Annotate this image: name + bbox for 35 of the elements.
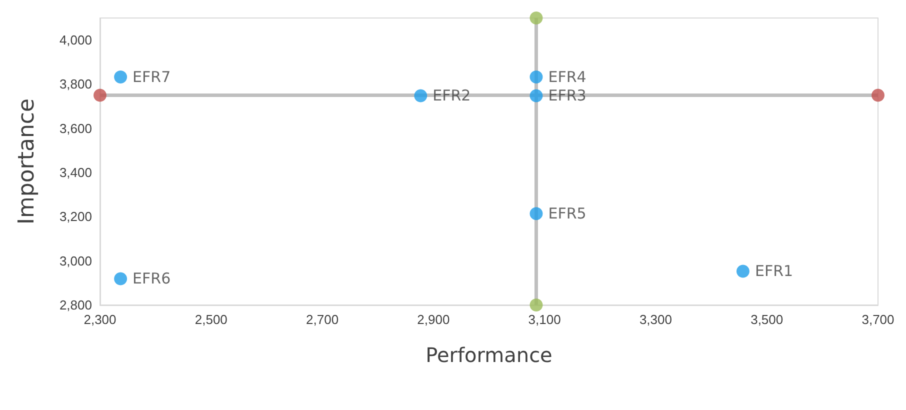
x-axis-title: Performance [426, 343, 552, 367]
x-tick-label: 3,500 [750, 312, 784, 327]
point [114, 272, 128, 286]
point [530, 89, 543, 102]
annotation: EFR2 [432, 86, 471, 105]
y-tick-label: 3,800 [59, 76, 92, 92]
point [530, 207, 543, 220]
y-axis-title: Importance [14, 98, 40, 225]
annotation: EFR6 [132, 270, 171, 288]
x-tick-label: 3,300 [639, 312, 672, 327]
point [530, 298, 543, 312]
x-tick-label: 3,700 [862, 312, 894, 327]
y-tick-label: 3,200 [59, 209, 92, 224]
point [94, 88, 106, 102]
x-tick-label: 2,900 [417, 312, 450, 327]
x-tick-label: 2,700 [306, 312, 339, 327]
point [736, 264, 750, 278]
y-tick-label: 3,000 [59, 253, 92, 268]
annotation: EFR3 [548, 86, 586, 105]
point [114, 70, 128, 84]
y-tick-label: 3,400 [59, 165, 92, 180]
point [872, 88, 884, 102]
y-tick-label: 3,600 [59, 120, 92, 136]
annotation: EFR5 [548, 204, 586, 223]
x-tick-label: 2,500 [194, 312, 228, 327]
y-tick-label: 2,800 [59, 298, 92, 312]
point [414, 89, 428, 102]
annotation: EFR4 [548, 68, 586, 86]
annotation: EFR7 [132, 68, 171, 86]
y-tick-label: 4,000 [59, 32, 92, 48]
point [530, 12, 543, 24]
x-tick-label: 2,300 [84, 312, 116, 327]
annotation: EFR1 [754, 262, 794, 280]
x-tick-label: 3,100 [528, 312, 561, 327]
point [530, 70, 543, 84]
